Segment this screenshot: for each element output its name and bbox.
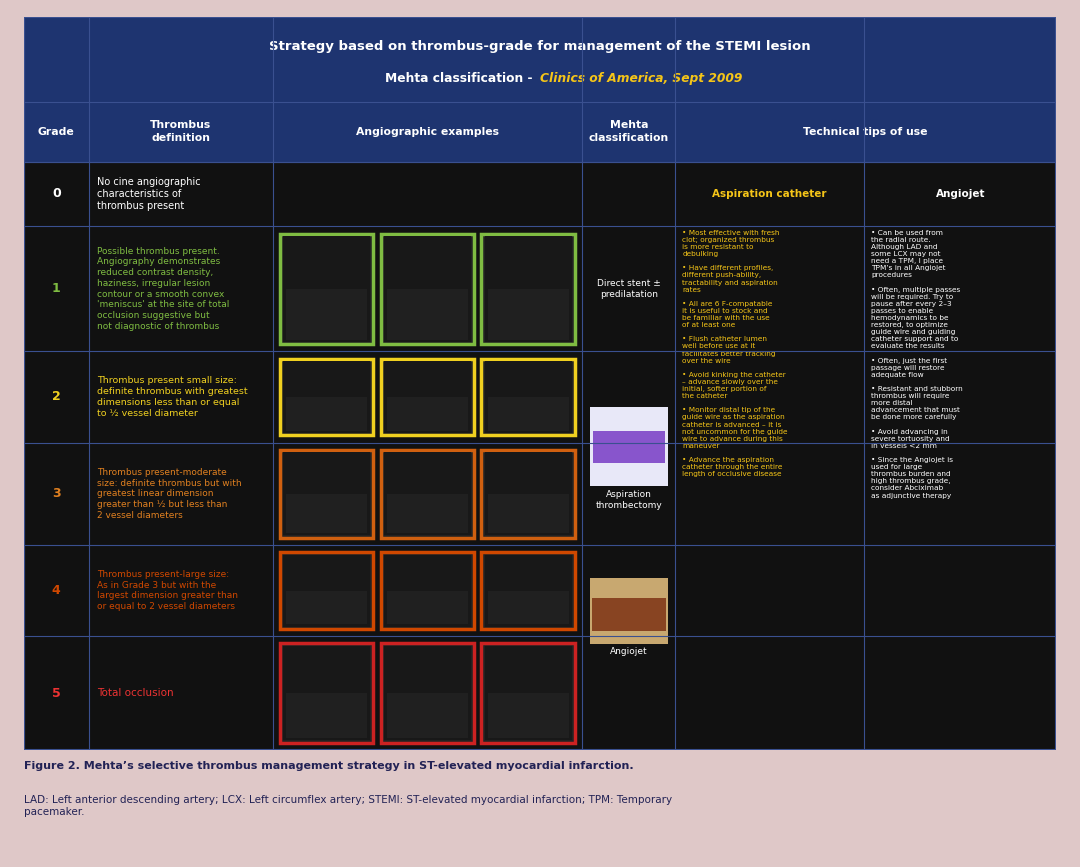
Bar: [387, 693, 468, 738]
Text: Figure 2. Mehta’s selective thrombus management strategy in ST-elevated myocardi: Figure 2. Mehta’s selective thrombus man…: [24, 761, 633, 772]
Text: Technical tips of use: Technical tips of use: [804, 127, 928, 137]
Text: Thrombus present-large size:
As in Grade 3 but with the
largest dimension greate: Thrombus present-large size: As in Grade…: [97, 570, 238, 611]
Text: Mehta
classification: Mehta classification: [589, 121, 669, 143]
Bar: [280, 643, 374, 743]
Text: Aspiration
thrombectomy: Aspiration thrombectomy: [595, 490, 662, 510]
Bar: [488, 590, 569, 624]
Text: • Can be used from
the radial route.
Although LAD and
some LCX may not
need a TP: • Can be used from the radial route. Alt…: [872, 230, 963, 499]
Bar: [24, 545, 1056, 636]
Bar: [485, 452, 572, 536]
Text: Thrombus present-moderate
size: definite thrombus but with
greatest linear dimen: Thrombus present-moderate size: definite…: [97, 468, 242, 519]
Bar: [482, 643, 576, 743]
Bar: [485, 236, 572, 342]
Bar: [482, 552, 576, 629]
Bar: [280, 233, 374, 344]
Text: 5: 5: [52, 687, 60, 700]
Bar: [24, 101, 1056, 161]
Bar: [286, 590, 367, 624]
Text: Aspiration catheter: Aspiration catheter: [713, 189, 827, 199]
Bar: [387, 494, 468, 533]
Bar: [592, 598, 665, 630]
Bar: [24, 17, 1056, 101]
Text: Possible thrombus present.
Angiography demonstrates
reduced contrast density,
ha: Possible thrombus present. Angiography d…: [97, 247, 229, 331]
Text: • Most effective with fresh
clot; organized thrombus
is more resistant to
debulk: • Most effective with fresh clot; organi…: [683, 230, 788, 477]
Bar: [24, 636, 1056, 750]
Bar: [482, 359, 576, 435]
Text: 0: 0: [52, 187, 60, 200]
Text: LAD: Left anterior descending artery; LCX: Left circumflex artery; STEMI: ST-ele: LAD: Left anterior descending artery; LC…: [24, 795, 672, 817]
Bar: [283, 361, 370, 433]
Bar: [280, 552, 374, 629]
Bar: [283, 646, 370, 740]
Bar: [485, 361, 572, 433]
Text: 4: 4: [52, 584, 60, 597]
Text: Grade: Grade: [38, 127, 75, 137]
Bar: [283, 452, 370, 536]
Text: Angiojet: Angiojet: [610, 648, 648, 656]
Bar: [488, 693, 569, 738]
Bar: [286, 494, 367, 533]
Bar: [380, 552, 474, 629]
Text: Thrombus
definition: Thrombus definition: [150, 121, 212, 143]
Text: Direct stent ±
predilatation: Direct stent ± predilatation: [597, 279, 661, 299]
Bar: [488, 494, 569, 533]
Text: 3: 3: [52, 487, 60, 500]
Bar: [387, 397, 468, 431]
Bar: [383, 236, 471, 342]
Bar: [280, 450, 374, 538]
Bar: [24, 442, 1056, 545]
Bar: [482, 233, 576, 344]
Bar: [383, 361, 471, 433]
Bar: [380, 450, 474, 538]
Text: 2: 2: [52, 390, 60, 403]
Bar: [590, 578, 667, 644]
Bar: [286, 693, 367, 738]
Bar: [380, 643, 474, 743]
Text: Angiographic examples: Angiographic examples: [356, 127, 499, 137]
Bar: [482, 450, 576, 538]
Bar: [383, 555, 471, 627]
Bar: [590, 407, 667, 486]
Bar: [488, 289, 569, 340]
Bar: [286, 397, 367, 431]
Bar: [380, 233, 474, 344]
Text: Angiojet: Angiojet: [935, 189, 985, 199]
Text: Thrombus present small size:
definite thrombus with greatest
dimensions less tha: Thrombus present small size: definite th…: [97, 376, 247, 418]
Bar: [387, 289, 468, 340]
Bar: [283, 555, 370, 627]
Bar: [387, 590, 468, 624]
Bar: [24, 351, 1056, 442]
Bar: [380, 359, 474, 435]
Text: Strategy based on thrombus-grade for management of the STEMI lesion: Strategy based on thrombus-grade for man…: [269, 41, 811, 54]
Text: Mehta classification -: Mehta classification -: [386, 71, 537, 84]
Bar: [383, 646, 471, 740]
Bar: [24, 226, 1056, 351]
Bar: [280, 359, 374, 435]
Bar: [286, 289, 367, 340]
Text: Clinics of America, Sept 2009: Clinics of America, Sept 2009: [540, 71, 742, 84]
Bar: [485, 646, 572, 740]
Bar: [488, 397, 569, 431]
Text: No cine angiographic
characteristics of
thrombus present: No cine angiographic characteristics of …: [97, 177, 201, 211]
Bar: [24, 161, 1056, 226]
Text: Total occlusion: Total occlusion: [97, 688, 174, 698]
Bar: [485, 555, 572, 627]
Text: 1: 1: [52, 283, 60, 296]
Bar: [283, 236, 370, 342]
Bar: [593, 431, 664, 462]
Bar: [383, 452, 471, 536]
